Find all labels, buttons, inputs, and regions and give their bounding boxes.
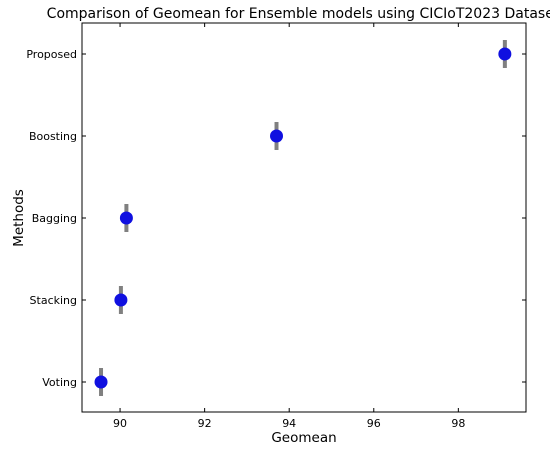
y-tick-label: Boosting	[29, 130, 77, 143]
chart-title: Comparison of Geomean for Ensemble model…	[47, 6, 550, 22]
x-tick-label: 96	[367, 417, 381, 430]
x-tick-label: 94	[282, 417, 296, 430]
y-tick-label: Stacking	[30, 294, 77, 307]
data-point-boosting	[270, 129, 284, 143]
x-ticks: 90 92 94 96 98	[113, 23, 465, 430]
x-axis-label: Geomean	[271, 430, 336, 446]
x-tick-label: 90	[113, 417, 127, 430]
data-points	[94, 40, 512, 396]
data-point-bagging	[119, 211, 133, 225]
data-point-voting	[94, 375, 108, 389]
y-axis-label: Methods	[11, 189, 27, 247]
x-tick-label: 92	[198, 417, 212, 430]
x-tick-label: 98	[451, 417, 465, 430]
y-tick-label: Proposed	[26, 48, 77, 61]
plot-frame	[81, 22, 527, 413]
data-point-stacking	[114, 293, 128, 307]
y-tick-label: Bagging	[32, 212, 77, 225]
y-tick-label: Voting	[42, 376, 77, 389]
data-point-proposed	[498, 47, 512, 61]
y-ticks: Voting Stacking Bagging Boosting Proposed	[26, 48, 526, 389]
